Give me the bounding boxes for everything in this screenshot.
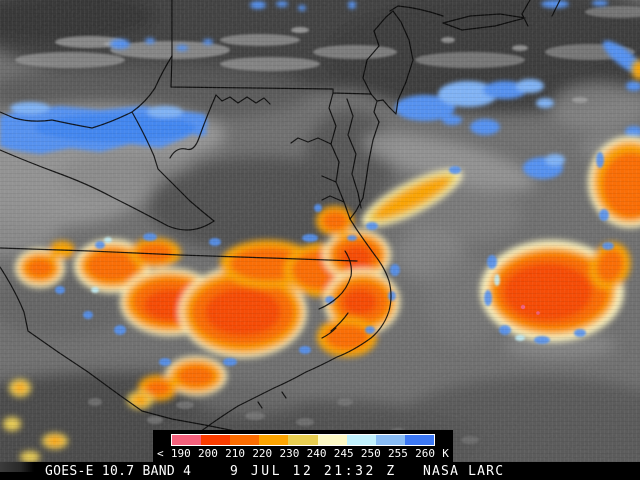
legend-color-segment [404, 435, 434, 445]
legend-tick-label: 255 [388, 447, 408, 460]
color-scale-legend: <190 200 210 220 230 240 245 250 255 260 K [153, 430, 453, 463]
legend-tick-labels: <190 200 210 220 230 240 245 250 255 260 K [157, 447, 449, 460]
legend-color-segment [259, 435, 289, 445]
timestamp-label: 9 JUL 12 21:32 Z [230, 464, 397, 479]
legend-tick-label: 240 [306, 447, 327, 460]
legend-tick-label: 190 [170, 447, 191, 460]
legend-tick-label: 200 [198, 447, 218, 460]
legend-color-segment [317, 435, 347, 445]
sensor-grain-overlay [0, 0, 640, 462]
credit-label: NASA LARC [423, 464, 505, 479]
legend-colorbar [171, 434, 435, 446]
annotation-bar: GOES-E 10.7 BAND 4 9 JUL 12 21:32 Z NASA… [0, 462, 640, 480]
legend-tick-label: K [442, 447, 449, 460]
legend-tick-label: 230 [279, 447, 300, 460]
legend-tick-label: 260 [415, 447, 436, 460]
legend-tick-label: < [157, 447, 164, 460]
legend-color-segment [288, 435, 318, 445]
legend-color-segment [375, 435, 405, 445]
product-label: GOES-E 10.7 BAND 4 [45, 464, 192, 479]
legend-tick-label: 250 [360, 447, 381, 460]
legend-color-segment [172, 435, 202, 445]
legend-color-segment [230, 435, 260, 445]
legend-color-segment [201, 435, 231, 445]
legend-tick-label: 210 [225, 447, 246, 460]
satellite-scene [0, 0, 640, 462]
legend-color-segment [346, 435, 376, 445]
legend-tick-label: 245 [333, 447, 354, 460]
image-edge-smudge [0, 462, 34, 472]
legend-tick-label: 220 [252, 447, 273, 460]
